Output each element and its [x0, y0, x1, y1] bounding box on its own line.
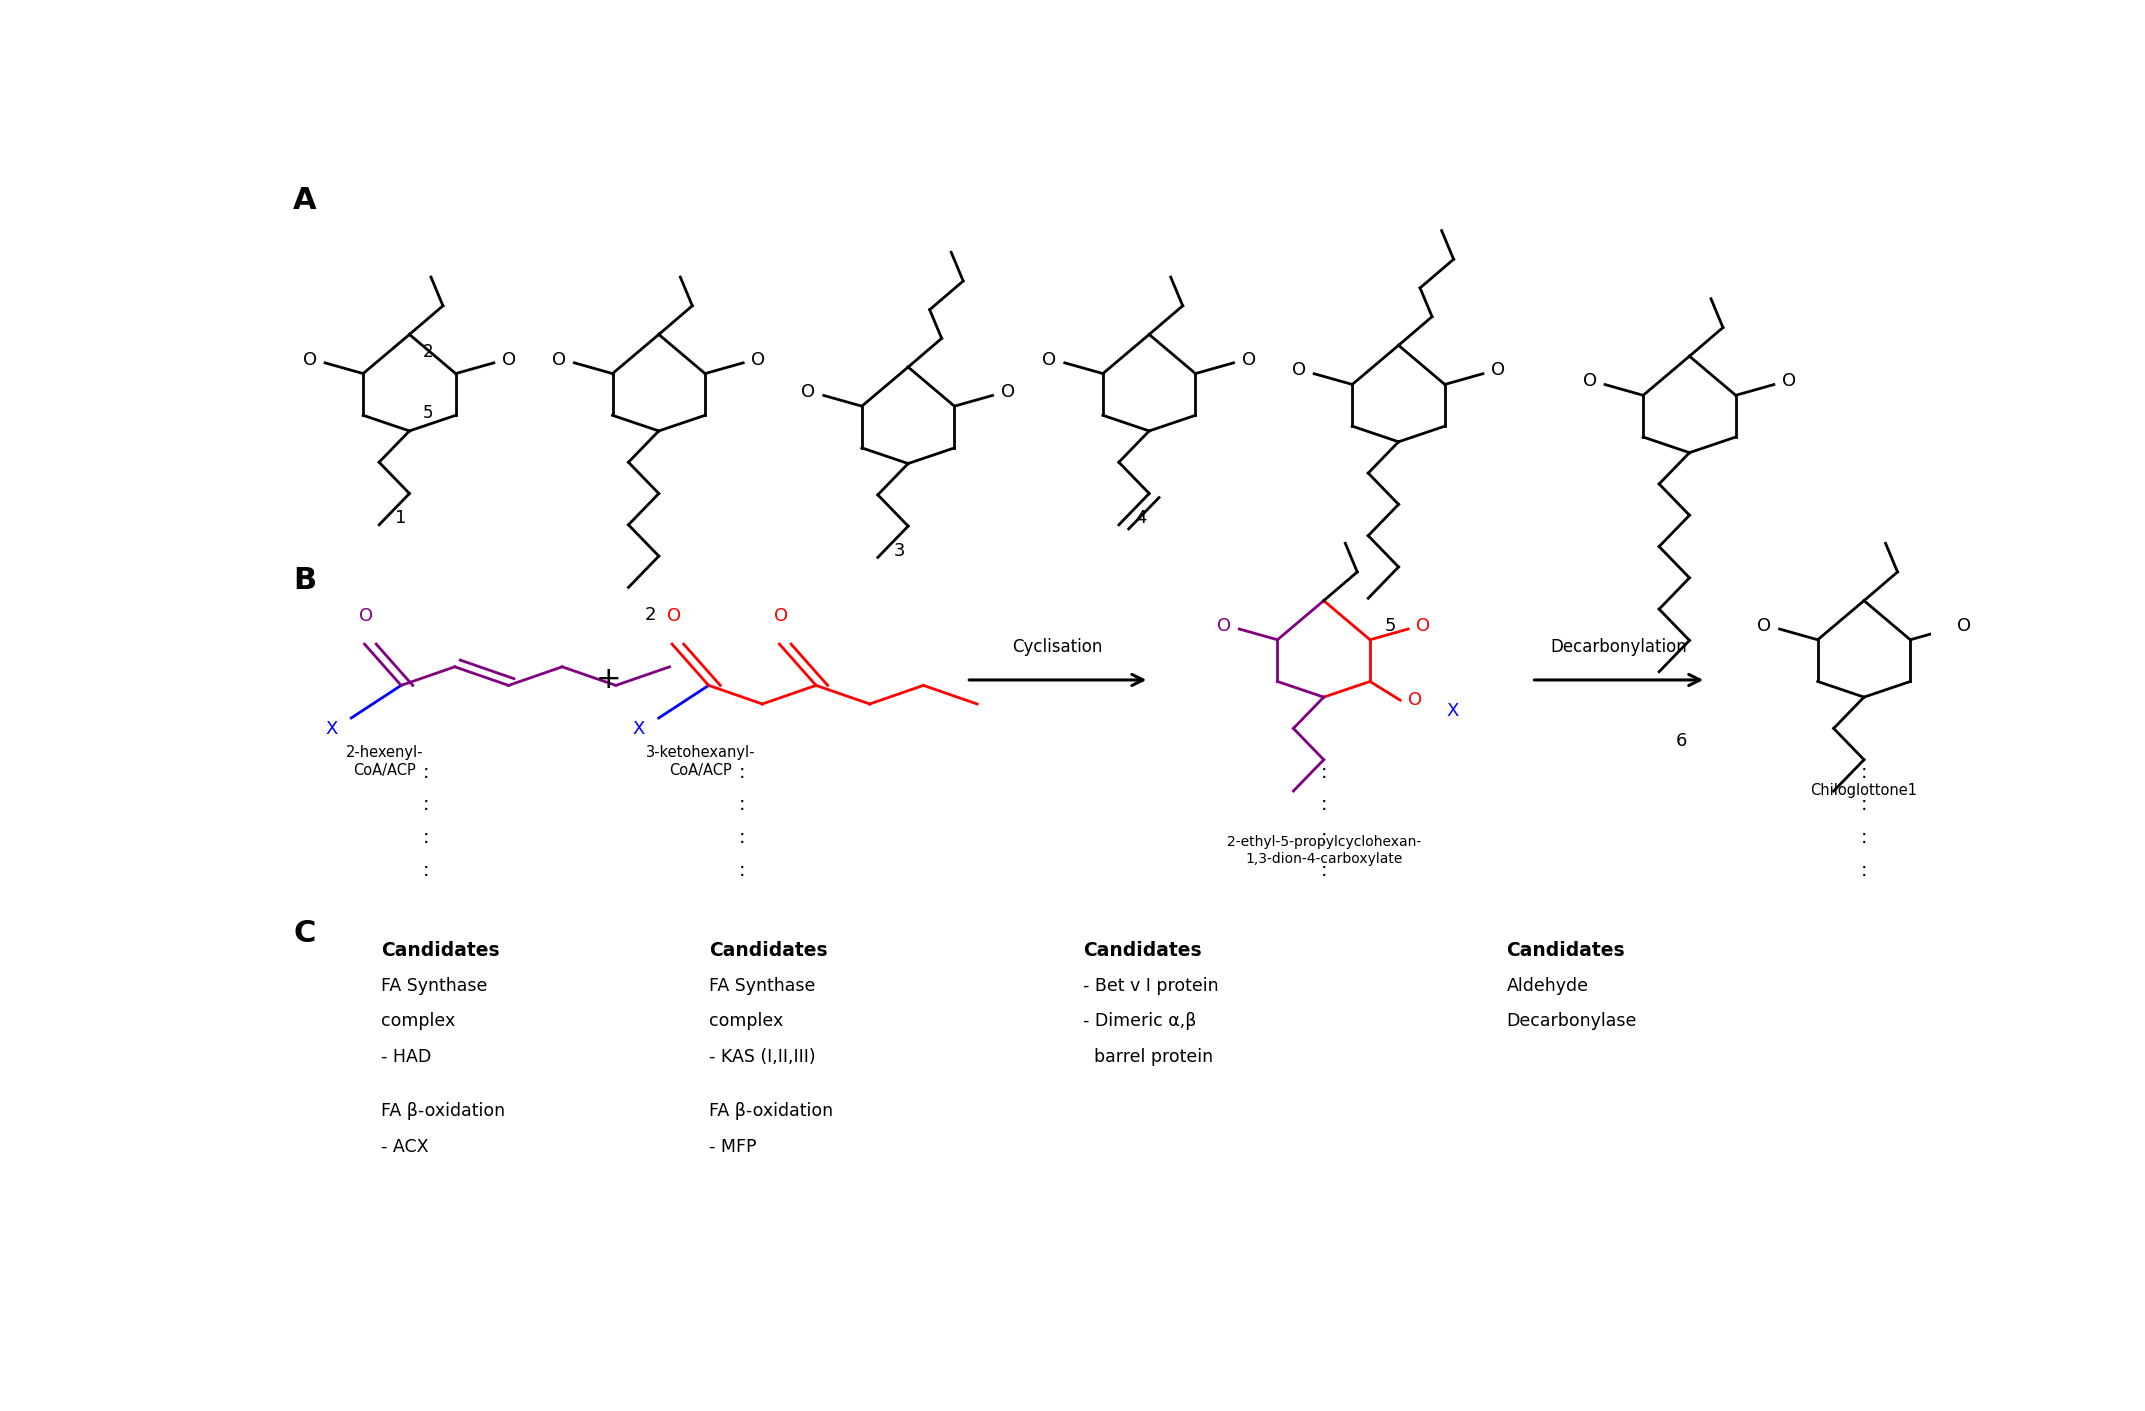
Text: :: :	[1321, 796, 1328, 814]
Text: 2-hexenyl-
CoA/ACP: 2-hexenyl- CoA/ACP	[345, 745, 423, 777]
Text: 5: 5	[423, 404, 433, 422]
Text: 2-ethyl-5-propylcyclohexan-
1,3-dion-4-carboxylate: 2-ethyl-5-propylcyclohexan- 1,3-dion-4-c…	[1227, 835, 1420, 865]
Text: :: :	[1860, 763, 1868, 782]
Text: O: O	[667, 607, 680, 625]
Text: Candidates: Candidates	[1083, 941, 1201, 959]
Text: :: :	[1321, 828, 1328, 847]
Text: Candidates: Candidates	[1506, 941, 1626, 959]
Text: - MFP: - MFP	[708, 1137, 757, 1156]
Text: Candidates: Candidates	[708, 941, 828, 959]
Text: C: C	[294, 919, 315, 948]
Text: +: +	[596, 666, 622, 694]
Text: A: A	[294, 186, 317, 214]
Text: :: :	[1860, 861, 1868, 879]
Text: O: O	[1002, 384, 1015, 401]
Text: :: :	[423, 763, 429, 782]
Text: FA Synthase: FA Synthase	[708, 976, 815, 995]
Text: :: :	[1321, 861, 1328, 879]
Text: O: O	[1409, 691, 1422, 710]
Text: B: B	[294, 566, 315, 595]
Text: 2: 2	[423, 343, 433, 361]
Text: O: O	[1416, 617, 1431, 635]
Text: O: O	[302, 350, 317, 368]
Text: FA β-oxidation: FA β-oxidation	[708, 1102, 832, 1120]
Text: Aldehyde: Aldehyde	[1506, 976, 1589, 995]
Text: O: O	[802, 384, 815, 401]
Text: - KAS (I,II,III): - KAS (I,II,III)	[708, 1048, 815, 1067]
Text: 1: 1	[395, 509, 408, 528]
Text: complex: complex	[382, 1013, 455, 1030]
Text: 5: 5	[1384, 617, 1396, 635]
Text: complex: complex	[708, 1013, 783, 1030]
Text: O: O	[1491, 361, 1506, 380]
Text: 3: 3	[894, 542, 905, 560]
Text: - Bet v I protein: - Bet v I protein	[1083, 976, 1218, 995]
Text: X: X	[1446, 703, 1459, 720]
Text: :: :	[738, 763, 744, 782]
Text: barrel protein: barrel protein	[1083, 1048, 1212, 1067]
Text: Candidates: Candidates	[382, 941, 500, 959]
Text: O: O	[502, 350, 517, 368]
Text: O: O	[774, 607, 787, 625]
Text: O: O	[1782, 373, 1795, 391]
Text: Decarbonylation: Decarbonylation	[1551, 638, 1688, 656]
Text: - Dimeric α,β: - Dimeric α,β	[1083, 1013, 1197, 1030]
Text: - ACX: - ACX	[382, 1137, 429, 1156]
Text: :: :	[1321, 763, 1328, 782]
Text: - HAD: - HAD	[382, 1048, 431, 1067]
Text: :: :	[1860, 828, 1868, 847]
Text: O: O	[1291, 361, 1306, 380]
Text: O: O	[358, 607, 373, 625]
Text: 6: 6	[1675, 732, 1686, 749]
Text: O: O	[1042, 350, 1057, 368]
Text: :: :	[738, 861, 744, 879]
Text: FA Synthase: FA Synthase	[382, 976, 487, 995]
Text: X: X	[326, 720, 337, 738]
Text: Decarbonylase: Decarbonylase	[1506, 1013, 1637, 1030]
Text: :: :	[423, 861, 429, 879]
Text: 3-ketohexanyl-
CoA/ACP: 3-ketohexanyl- CoA/ACP	[646, 745, 755, 777]
Text: O: O	[1583, 373, 1596, 391]
Text: O: O	[751, 350, 766, 368]
Text: O: O	[1242, 350, 1257, 368]
Text: O: O	[551, 350, 566, 368]
Text: O: O	[1216, 617, 1231, 635]
Text: Chiloglottone1: Chiloglottone1	[1810, 783, 1918, 799]
Text: :: :	[738, 828, 744, 847]
Text: :: :	[738, 796, 744, 814]
Text: FA β-oxidation: FA β-oxidation	[382, 1102, 506, 1120]
Text: 4: 4	[1135, 509, 1148, 528]
Text: :: :	[423, 796, 429, 814]
Text: :: :	[423, 828, 429, 847]
Text: :: :	[1860, 796, 1868, 814]
Text: O: O	[1956, 617, 1971, 635]
Text: O: O	[1757, 617, 1772, 635]
Text: X: X	[633, 720, 646, 738]
Text: 2: 2	[646, 605, 656, 624]
Text: Cyclisation: Cyclisation	[1012, 638, 1103, 656]
